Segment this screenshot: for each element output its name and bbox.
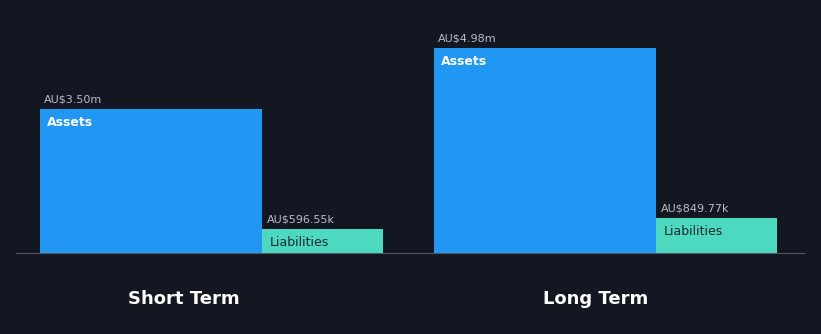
Text: Liabilities: Liabilities [269,235,328,248]
Text: Long Term: Long Term [544,290,649,308]
Text: Assets: Assets [441,55,487,68]
Bar [433,48,656,253]
Text: AU$849.77k: AU$849.77k [661,204,729,214]
Bar [39,109,262,253]
Text: AU$596.55k: AU$596.55k [267,214,335,224]
Bar [262,229,383,253]
Text: Liabilities: Liabilities [663,225,722,238]
Bar [656,218,777,253]
Text: Assets: Assets [47,116,93,129]
Text: AU$3.50m: AU$3.50m [44,95,103,105]
Text: AU$4.98m: AU$4.98m [438,34,497,44]
Text: Short Term: Short Term [127,290,239,308]
